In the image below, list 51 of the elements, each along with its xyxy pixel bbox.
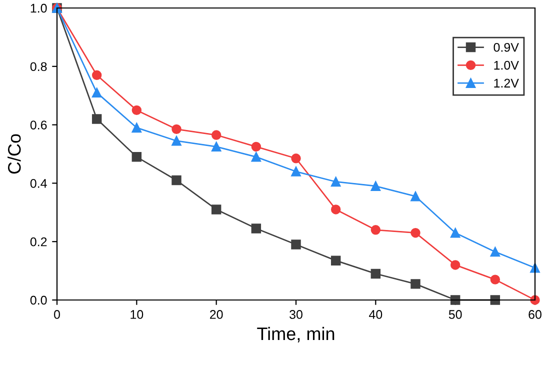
point bbox=[291, 154, 301, 164]
y-tick-label: 1.0 bbox=[30, 4, 47, 13]
y-tick-label: 0.2 bbox=[30, 237, 47, 246]
point bbox=[92, 114, 102, 124]
point bbox=[410, 191, 420, 202]
x-tick-label: 10 bbox=[130, 310, 144, 319]
point bbox=[172, 175, 182, 186]
point bbox=[490, 274, 500, 284]
point bbox=[370, 225, 381, 235]
x-tick-label: 40 bbox=[369, 310, 382, 319]
point bbox=[450, 295, 460, 305]
x-tick-label: 60 bbox=[528, 310, 542, 319]
point bbox=[132, 152, 142, 162]
x-axis-title: Time, min bbox=[257, 326, 334, 342]
x-tick-label: 50 bbox=[448, 310, 462, 319]
point bbox=[370, 181, 381, 191]
point bbox=[330, 176, 341, 187]
point bbox=[172, 124, 182, 134]
point bbox=[410, 279, 420, 289]
x-tick-label: 0 bbox=[54, 310, 60, 319]
y-tick-label: 0.4 bbox=[30, 179, 47, 188]
point bbox=[410, 228, 420, 238]
point bbox=[251, 152, 262, 162]
point bbox=[251, 142, 262, 152]
point bbox=[132, 122, 142, 133]
point bbox=[251, 224, 262, 234]
point bbox=[450, 260, 460, 270]
y-axis-title: C/Co bbox=[8, 134, 21, 174]
point bbox=[172, 136, 182, 146]
legend-label: 1.0V bbox=[494, 60, 519, 70]
x-tick-label: 30 bbox=[290, 310, 302, 319]
point bbox=[211, 204, 222, 214]
point bbox=[92, 88, 102, 98]
point bbox=[450, 228, 460, 238]
point bbox=[330, 256, 341, 266]
point bbox=[92, 70, 102, 80]
point bbox=[370, 268, 381, 279]
y-tick-label: 0.8 bbox=[30, 62, 47, 72]
point bbox=[211, 142, 222, 152]
point bbox=[291, 240, 301, 250]
point bbox=[291, 166, 301, 176]
point bbox=[132, 105, 142, 116]
legend-label: 0.9V bbox=[494, 42, 519, 52]
point bbox=[211, 130, 222, 140]
y-tick-label: 0.0 bbox=[30, 296, 47, 305]
y-tick-label: 0.6 bbox=[30, 120, 47, 130]
point bbox=[490, 295, 500, 305]
legend-label: 1.2V bbox=[494, 78, 519, 88]
x-tick-label: 20 bbox=[210, 310, 223, 319]
point bbox=[330, 204, 341, 214]
point bbox=[490, 246, 500, 257]
